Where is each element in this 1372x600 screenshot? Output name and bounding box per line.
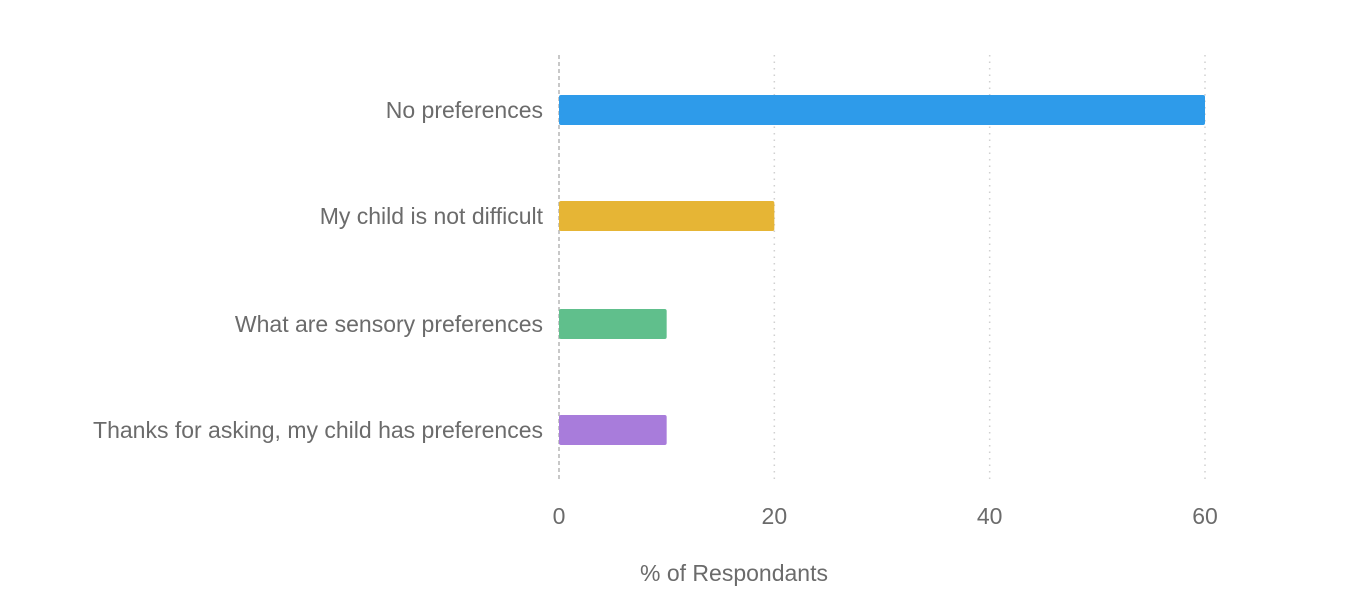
bar <box>559 95 1205 125</box>
category-labels: No preferences My child is not difficult W… <box>93 97 544 443</box>
x-tick-label: 20 <box>762 503 788 529</box>
category-label: What are sensory preferences <box>235 311 543 337</box>
x-tick-label: 60 <box>1192 503 1218 529</box>
category-label: My child is not difficult <box>320 203 544 229</box>
x-tick-labels: 0 20 40 60 <box>553 503 1218 529</box>
x-tick-label: 0 <box>553 503 566 529</box>
bar <box>559 309 667 339</box>
gridlines <box>558 55 1206 482</box>
bars <box>559 95 1205 445</box>
x-axis-title: % of Respondants <box>640 560 828 586</box>
bar <box>559 415 667 445</box>
x-tick-label: 40 <box>977 503 1003 529</box>
bar <box>559 201 775 231</box>
category-label: No preferences <box>386 97 543 123</box>
category-label: Thanks for asking, my child has preferen… <box>93 417 543 443</box>
